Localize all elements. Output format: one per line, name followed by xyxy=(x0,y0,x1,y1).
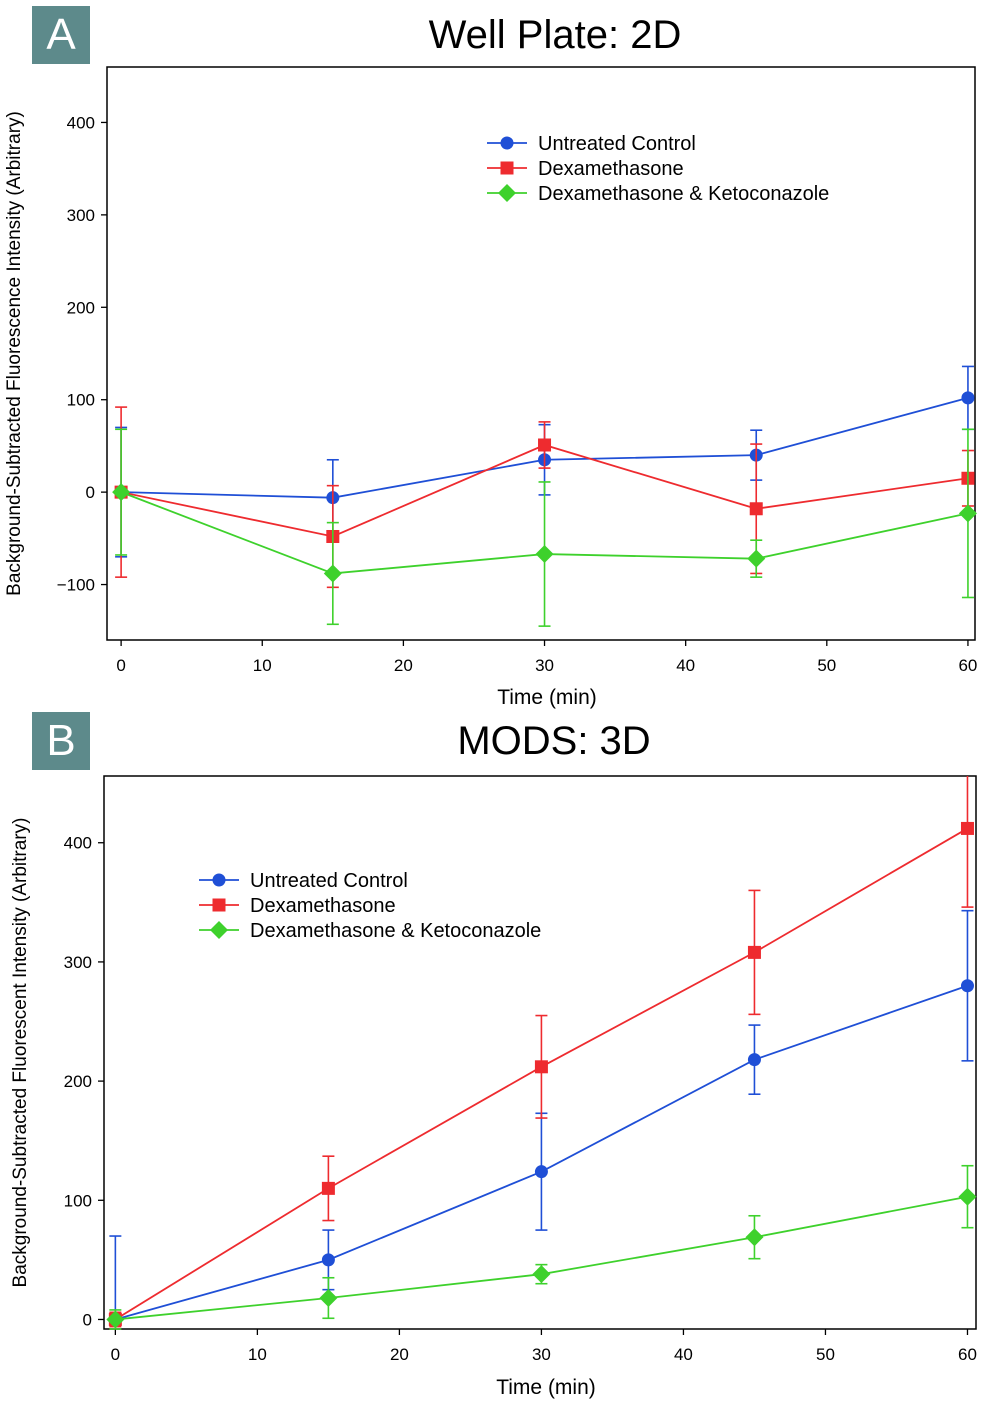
x-tick-label: 20 xyxy=(390,1345,409,1364)
x-tick-label: 60 xyxy=(958,656,977,675)
y-tick-label: 300 xyxy=(64,953,92,972)
x-tick-label: 40 xyxy=(674,1345,693,1364)
x-tick-label: 0 xyxy=(111,1345,120,1364)
plot-frame xyxy=(103,775,977,1330)
y-tick-label: 0 xyxy=(86,483,95,502)
data-point xyxy=(319,1289,338,1308)
y-tick-label: −100 xyxy=(57,576,95,595)
x-tick-label: 10 xyxy=(248,1345,267,1364)
y-tick-label: 400 xyxy=(64,834,92,853)
data-point xyxy=(323,564,342,583)
series-dexamethasone-ketoconazole xyxy=(106,1164,977,1330)
legend-item: Untreated Control xyxy=(199,870,408,892)
panel-a-label: A xyxy=(32,6,90,64)
x-tick-label: 10 xyxy=(253,656,272,675)
chart-panel-a: Well Plate: 2D −100 0 100 200 300 400 0 10 20 30 40… xyxy=(4,13,977,709)
data-point xyxy=(538,438,552,452)
data-point xyxy=(749,502,763,516)
legend: Untreated Control Dexamethasone Dexamethas… xyxy=(199,870,541,942)
y-tick-label: 0 xyxy=(83,1310,92,1329)
x-axis-label: Time (min) xyxy=(496,1376,596,1399)
data-point xyxy=(747,945,761,959)
x-tick-label: 0 xyxy=(116,656,125,675)
legend-marker xyxy=(212,898,226,912)
data-point xyxy=(747,549,766,568)
x-tick-label: 50 xyxy=(817,656,836,675)
data-point xyxy=(534,1060,548,1074)
y-tick-label: 200 xyxy=(64,1072,92,1091)
y-tick-label: 100 xyxy=(64,1191,92,1210)
series-dexamethasone-ketoconazole xyxy=(112,428,977,627)
data-point xyxy=(745,1228,764,1247)
legend-item: Dexamethasone xyxy=(487,158,684,180)
legend-marker xyxy=(500,161,514,175)
data-point xyxy=(960,979,974,993)
y-tick-label: 400 xyxy=(67,113,95,132)
data-point xyxy=(958,1187,977,1206)
legend-marker xyxy=(212,873,226,887)
chart-title: MODS: 3D xyxy=(457,719,650,763)
data-point xyxy=(112,483,131,502)
legend-marker xyxy=(498,184,516,202)
x-axis-label: Time (min) xyxy=(497,686,597,709)
data-point xyxy=(532,1265,551,1284)
plot-frame xyxy=(106,66,976,641)
series-dexamethasone xyxy=(108,776,974,1328)
legend-label: Dexamethasone & Ketoconazole xyxy=(250,920,541,942)
legend-label: Dexamethasone xyxy=(538,158,684,180)
x-tick-label: 30 xyxy=(535,656,554,675)
legend-item: Dexamethasone & Ketoconazole xyxy=(199,920,541,942)
y-axis-label: Background-Subtracted Fluorescent Intens… xyxy=(10,818,31,1288)
x-tick-label: 40 xyxy=(676,656,695,675)
legend-item: Dexamethasone xyxy=(199,895,396,917)
data-point xyxy=(106,1310,125,1329)
legend-label: Dexamethasone xyxy=(250,895,396,917)
data-point xyxy=(961,391,975,405)
panel-b-label: B xyxy=(32,712,90,770)
legend-label: Untreated Control xyxy=(538,133,696,155)
legend-marker xyxy=(500,136,514,150)
data-point xyxy=(321,1253,335,1267)
y-tick-label: 100 xyxy=(67,391,95,410)
y-axis-label: Background-Subtracted Fluorescence Inten… xyxy=(4,111,25,596)
x-tick-label: 30 xyxy=(532,1345,551,1364)
legend-label: Untreated Control xyxy=(250,870,408,892)
y-tick-label: 300 xyxy=(67,206,95,225)
x-tick-label: 50 xyxy=(816,1345,835,1364)
x-tick-label: 20 xyxy=(394,656,413,675)
data-point xyxy=(747,1053,761,1067)
legend: Untreated Control Dexamethasone Dexamethas… xyxy=(487,133,829,205)
y-tick-label: 200 xyxy=(67,298,95,317)
legend-item: Dexamethasone & Ketoconazole xyxy=(487,183,829,205)
legend-item: Untreated Control xyxy=(487,133,696,155)
legend-label: Dexamethasone & Ketoconazole xyxy=(538,183,829,205)
legend-marker xyxy=(210,921,228,939)
x-tick-label: 60 xyxy=(958,1345,977,1364)
chart-panel-b: MODS: 3D 0 100 200 300 400 0 10 20 30 40 50 60 Time (… xyxy=(10,719,977,1399)
data-point xyxy=(534,1165,548,1179)
data-point xyxy=(535,545,554,564)
chart-title: Well Plate: 2D xyxy=(429,13,682,57)
data-point xyxy=(960,821,974,835)
data-point xyxy=(958,504,977,523)
data-point xyxy=(321,1181,335,1195)
